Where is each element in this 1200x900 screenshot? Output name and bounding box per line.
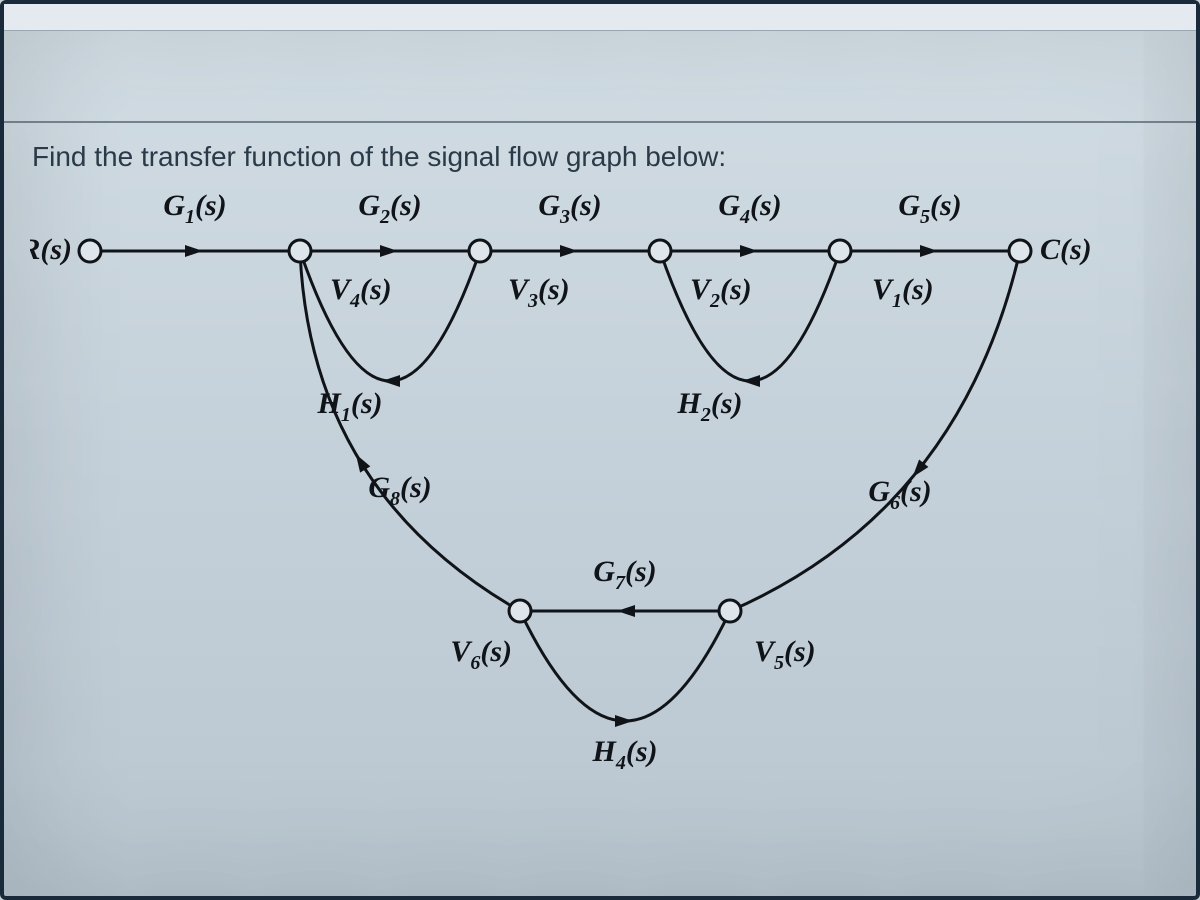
node-R [79,240,101,262]
question-prompt: Find the transfer function of the signal… [4,123,1196,181]
node-V2 [649,240,671,262]
edge-label-H4: H4(s) [592,735,658,774]
arrow-G1 [185,245,203,257]
edge-label-G7: G7(s) [593,555,656,594]
node-V3 [469,240,491,262]
edge-label-G8: G8(s) [368,471,431,510]
arrow-G4 [740,245,758,257]
node-label-V5: V5(s) [754,635,816,674]
node-V5 [719,600,741,622]
edge-label-G4: G4(s) [718,189,781,228]
edge-label-H1: H1(s) [317,387,383,426]
arrow-H4 [615,715,633,727]
edge-label-G2: G2(s) [358,189,421,228]
node-label-V4: V4(s) [330,273,392,312]
arrow-H2 [742,375,760,387]
edge-H1 [300,251,480,381]
node-label-C: C(s) [1040,233,1092,266]
arrow-G7 [617,605,635,617]
node-C [1009,240,1031,262]
edge-H2 [660,251,840,381]
edge-label-G1: G1(s) [163,189,226,228]
arrow-G8 [351,451,371,473]
edge-label-G3: G3(s) [538,189,601,228]
node-V1 [829,240,851,262]
node-label-V3: V3(s) [508,273,570,312]
arrow-G3 [560,245,578,257]
edge-label-H2: H2(s) [677,387,743,426]
signal-flow-graph: G1(s) G2(s) G3(s) G4(s) G5(s) H1(s) H2(s) G7(s)… [30,181,1170,821]
page-container: Find the transfer function of the signal… [0,0,1200,900]
arrow-G2 [380,245,398,257]
window-topbar [4,4,1196,31]
node-label-V2: V2(s) [690,273,752,312]
edge-label-G5: G5(s) [898,189,961,228]
node-V4 [289,240,311,262]
node-label-V6: V6(s) [450,635,512,674]
arrow-G5 [920,245,938,257]
edge-label-G6: G6(s) [868,475,931,514]
node-label-V1: V1(s) [872,273,934,312]
node-V6 [509,600,531,622]
horizontal-rule [4,121,1196,123]
edge-H4 [520,611,730,721]
arrow-H1 [382,375,400,387]
node-label-R: R(s) [30,233,72,266]
